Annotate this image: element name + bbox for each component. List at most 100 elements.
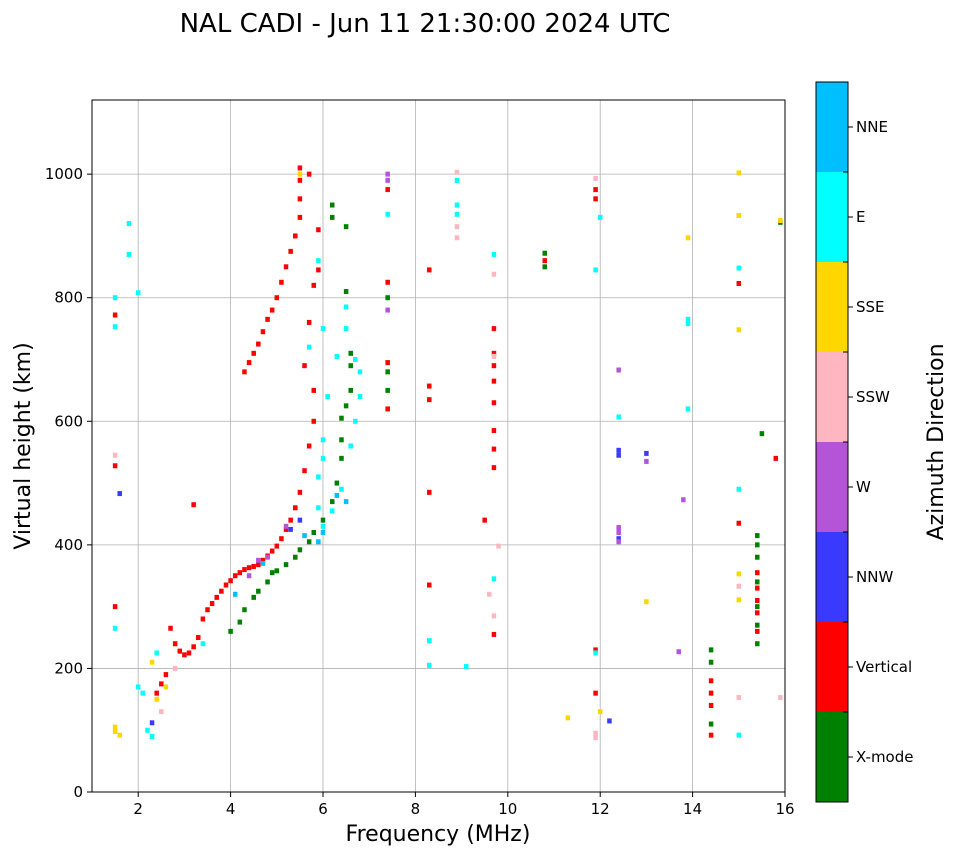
data-point <box>214 594 219 600</box>
y-tick-label: 0 <box>73 783 83 801</box>
data-point <box>755 533 760 539</box>
data-point <box>685 316 691 322</box>
colorbar-tick-label: NNW <box>856 568 893 586</box>
data-point <box>736 583 742 589</box>
data-point <box>228 628 233 634</box>
data-point <box>316 267 321 273</box>
colorbar-label: Azimuth Direction <box>924 343 949 540</box>
data-point <box>593 690 598 696</box>
data-point <box>755 604 760 610</box>
x-tick-label: 12 <box>591 800 610 818</box>
data-point <box>311 530 317 535</box>
data-point <box>186 650 192 656</box>
data-point <box>593 730 598 736</box>
data-point <box>755 542 760 548</box>
data-point <box>491 363 497 369</box>
data-point <box>708 721 714 727</box>
data-point <box>182 652 187 658</box>
data-point <box>288 517 293 523</box>
data-point <box>343 289 349 295</box>
data-point <box>316 505 321 511</box>
data-point <box>112 324 118 330</box>
data-point <box>232 573 238 579</box>
series-vertical <box>112 165 779 738</box>
data-point <box>736 486 742 492</box>
data-point <box>385 279 390 285</box>
y-tick-label: 800 <box>54 289 83 307</box>
data-point <box>385 187 390 193</box>
data-point <box>708 732 714 738</box>
data-point <box>593 735 598 741</box>
data-point <box>427 662 432 668</box>
series-x-mode <box>228 202 783 727</box>
data-point <box>607 718 612 724</box>
data-point <box>736 327 742 333</box>
data-point <box>616 452 621 458</box>
data-point <box>773 455 779 461</box>
data-point <box>385 307 390 313</box>
data-point <box>112 728 118 734</box>
data-point <box>205 607 210 613</box>
data-point <box>385 360 390 366</box>
data-marks <box>112 165 783 741</box>
data-point <box>685 235 691 241</box>
data-point <box>302 533 307 539</box>
data-point <box>616 536 621 542</box>
data-point <box>593 175 598 181</box>
data-point <box>306 319 312 325</box>
data-point <box>339 455 344 461</box>
data-point <box>320 517 326 523</box>
data-point <box>117 491 122 497</box>
data-point <box>542 250 548 256</box>
data-point <box>117 732 122 738</box>
x-axis-ticks: 2 4 6 8 10 12 14 16 <box>133 792 795 818</box>
data-point <box>755 622 760 628</box>
data-point <box>644 458 649 464</box>
data-point <box>454 235 460 241</box>
data-point <box>246 565 252 571</box>
y-tick-label: 400 <box>54 536 83 554</box>
data-point <box>736 213 742 219</box>
data-point <box>269 570 275 576</box>
data-point <box>644 599 649 605</box>
data-point <box>265 554 270 560</box>
data-point <box>708 703 714 708</box>
data-point <box>274 568 280 574</box>
data-point <box>237 570 243 576</box>
data-point <box>491 631 497 637</box>
data-point <box>274 295 280 301</box>
data-point <box>159 709 164 715</box>
data-point <box>269 307 275 313</box>
data-point <box>385 369 390 375</box>
data-point <box>343 499 349 505</box>
data-point <box>755 641 760 647</box>
data-point <box>755 570 760 576</box>
data-point <box>427 383 432 389</box>
data-point <box>154 650 159 656</box>
data-point <box>482 517 487 523</box>
data-point <box>316 539 321 545</box>
data-point <box>325 394 330 400</box>
data-point <box>297 489 303 495</box>
data-point <box>279 279 284 285</box>
data-point <box>334 480 340 486</box>
colorbar-segment <box>816 622 848 712</box>
series-sse <box>112 170 783 738</box>
data-point <box>454 177 460 183</box>
data-point <box>348 363 353 369</box>
data-point <box>251 350 256 356</box>
chart-title: NAL CADI - Jun 11 21:30:00 2024 UTC <box>180 9 671 39</box>
data-point <box>616 530 621 535</box>
data-point <box>616 414 621 420</box>
colorbar-tick-label: SSE <box>856 298 885 316</box>
data-point <box>311 282 317 288</box>
data-point <box>343 304 349 310</box>
data-point <box>302 363 307 369</box>
data-point <box>242 567 247 573</box>
data-point <box>491 446 497 452</box>
data-point <box>778 217 783 223</box>
data-point <box>293 554 298 560</box>
colorbar-segment <box>816 712 848 802</box>
series-nnw <box>117 447 649 726</box>
data-point <box>454 211 460 217</box>
